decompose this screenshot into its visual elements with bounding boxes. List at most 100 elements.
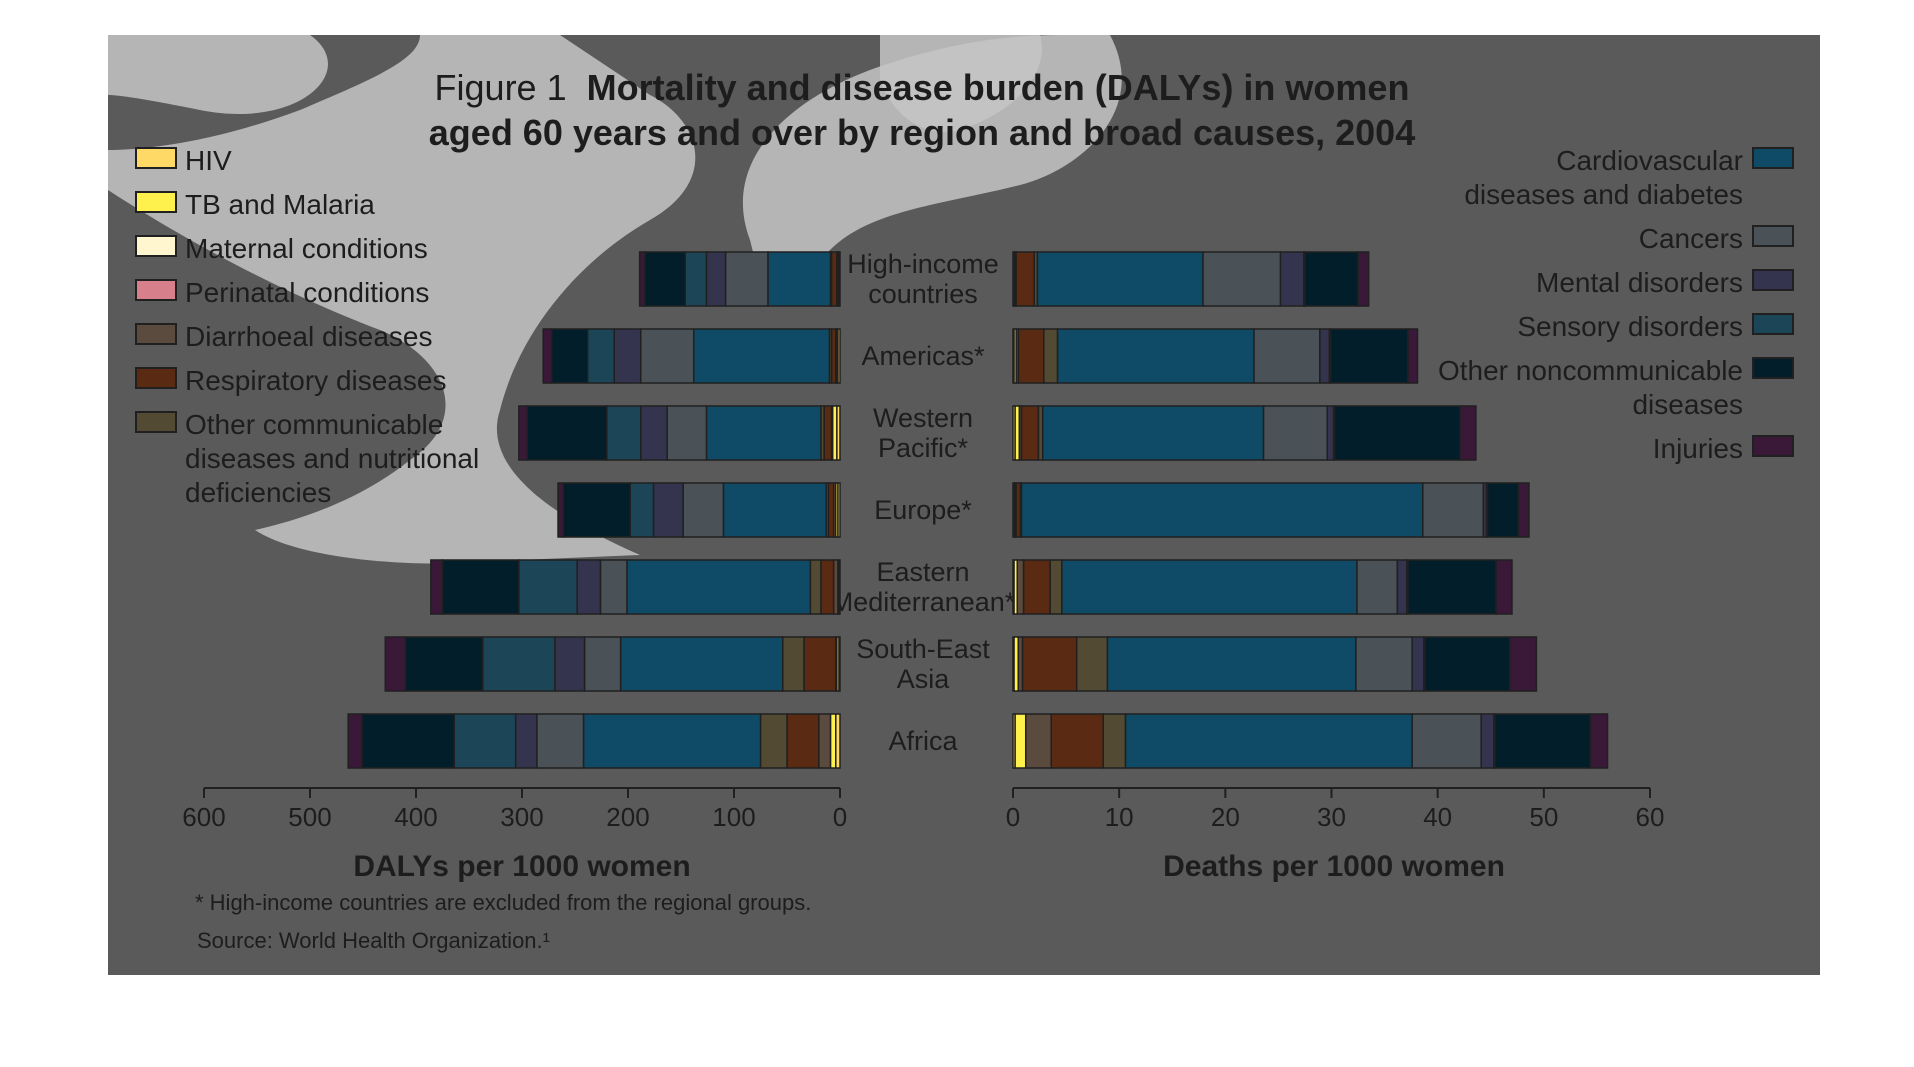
bar-segment-other-communicable-diseases-eastern-mediterranean [1049, 559, 1063, 615]
legend-label: Maternal conditions [185, 233, 428, 264]
legend-item-mental-disorders: Mental disorders [1536, 267, 1794, 298]
bar-segment-injuries-africa [1589, 713, 1609, 769]
bar-segment-injuries-western-pacific [518, 405, 529, 461]
legend-item-injuries: Injuries [1653, 433, 1794, 464]
bar-segment-tb-and-malaria-africa [829, 713, 837, 769]
overlay-shape-3 [742, 35, 1122, 289]
legend-label: Respiratory diseases [185, 365, 446, 396]
bar-segment-diarrhoeal-diseases-africa [1024, 713, 1052, 769]
bar-eastern-mediterranean [1012, 559, 1513, 615]
bar-europe [557, 482, 841, 538]
legend-swatch-maternal-conditions [135, 235, 177, 257]
bar-segment-other-communicable-diseases-south-east-asia [1075, 636, 1109, 692]
bar-segment-cardiovascular-diseases-and-diabetes-africa [582, 713, 762, 769]
bar-segment-respiratory-diseases-eastern-mediterranean [1022, 559, 1051, 615]
bar-segment-mental-disorders-europe [652, 482, 684, 538]
bar-segment-other-noncommunicable-diseases-eastern-mediterranean [441, 559, 520, 615]
bar-segment-respiratory-diseases-south-east-asia [1021, 636, 1078, 692]
region-label-europe: Europe* [874, 495, 972, 525]
bar-segment-other-noncommunicable-diseases-high-income-countries [644, 251, 686, 307]
bar-africa [347, 713, 841, 769]
region-label-high-income-countries: High-income [847, 249, 999, 279]
region-label-western-pacific: Western [873, 403, 973, 433]
bar-segment-injuries-eastern-mediterranean [1495, 559, 1513, 615]
bar-high-income-countries [638, 251, 841, 307]
x-tick-label: 10 [1105, 802, 1134, 832]
bar-segment-cancers-europe [682, 482, 725, 538]
bar-segment-mental-disorders-south-east-asia [1411, 636, 1425, 692]
bar-segment-cancers-western-pacific [1262, 405, 1329, 461]
bar-segment-other-noncommunicable-diseases-western-pacific [1333, 405, 1461, 461]
legend-label: HIV [185, 145, 232, 176]
bar-segment-mental-disorders-eastern-mediterranean [1396, 559, 1408, 615]
bar-south-east-asia [384, 636, 841, 692]
region-label-high-income-countries: countries [868, 279, 978, 309]
legend-label: Perinatal conditions [185, 277, 429, 308]
bar-segment-cancers-high-income-countries [724, 251, 769, 307]
bar-western-pacific [1012, 405, 1477, 461]
bar-segment-cardiovascular-diseases-and-diabetes-high-income-countries [1036, 251, 1204, 307]
bar-segment-cancers-high-income-countries [1202, 251, 1282, 307]
bar-segment-other-communicable-diseases-americas [1043, 328, 1059, 384]
legend-swatch-hiv [135, 147, 177, 169]
bar-segment-mental-disorders-americas [1319, 328, 1331, 384]
legend-label: Diarrhoeal diseases [185, 321, 432, 352]
footnote: * High-income countries are excluded fro… [195, 890, 811, 915]
decorative-overlay [108, 35, 1122, 564]
bar-segment-other-noncommunicable-diseases-high-income-countries [1304, 251, 1359, 307]
x-tick-label: 0 [833, 802, 847, 832]
bar-segment-injuries-americas [542, 328, 553, 384]
bar-segment-mental-disorders-south-east-asia [554, 636, 586, 692]
bar-segment-respiratory-diseases-western-pacific [1020, 405, 1040, 461]
legend-label: Cancers [1639, 223, 1743, 254]
bar-segment-respiratory-diseases-south-east-asia [803, 636, 837, 692]
bar-segment-cardiovascular-diseases-and-diabetes-africa [1124, 713, 1413, 769]
bar-segment-respiratory-diseases-americas [1017, 328, 1045, 384]
bar-segment-injuries-europe [557, 482, 565, 538]
overlay-shape-2 [108, 35, 696, 564]
bar-segment-other-noncommunicable-diseases-europe [562, 482, 631, 538]
region-label-americas: Americas* [861, 341, 985, 371]
x-tick-label: 60 [1636, 802, 1665, 832]
x-tick-label: 500 [288, 802, 331, 832]
bar-segment-cancers-americas [639, 328, 695, 384]
bar-segment-injuries-europe [1517, 482, 1530, 538]
region-label-south-east-asia: South-East [856, 634, 990, 664]
bar-segment-injuries-eastern-mediterranean [430, 559, 444, 615]
bar-segment-cardiovascular-diseases-and-diabetes-americas [1056, 328, 1255, 384]
legend-label: diseases and nutritional [185, 443, 479, 474]
figure-title-line-1: Figure 1 Mortality and disease burden (D… [435, 67, 1410, 108]
bar-segment-cardiovascular-diseases-and-diabetes-europe [722, 482, 827, 538]
bar-segment-other-noncommunicable-diseases-africa [361, 713, 455, 769]
bar-segment-cardiovascular-diseases-and-diabetes-eastern-mediterranean [626, 559, 812, 615]
legend-swatch-other-noncommunicable-diseases [1752, 357, 1794, 379]
bar-segment-cardiovascular-diseases-and-diabetes-south-east-asia [1106, 636, 1357, 692]
legend-item-maternal-conditions: Maternal conditions [135, 233, 428, 264]
bar-segment-injuries-high-income-countries [638, 251, 646, 307]
bar-segment-sensory-disorders-africa [453, 713, 517, 769]
bar-segment-cancers-western-pacific [666, 405, 708, 461]
bar-segment-respiratory-diseases-high-income-countries [1015, 251, 1035, 307]
x-tick-label: 30 [1317, 802, 1346, 832]
bar-segment-cardiovascular-diseases-and-diabetes-americas [692, 328, 831, 384]
bar-segment-tb-and-malaria-africa [1014, 713, 1027, 769]
legend-item-hiv: HIV [135, 145, 232, 176]
figure-number: Figure 1 [435, 67, 567, 108]
bar-segment-cancers-americas [1253, 328, 1321, 384]
bar-segment-other-noncommunicable-diseases-south-east-asia [1424, 636, 1511, 692]
overlay-shape-1 [108, 35, 328, 114]
bar-segment-cardiovascular-diseases-and-diabetes-europe [1020, 482, 1424, 538]
x-tick-label: 0 [1006, 802, 1020, 832]
bar-segment-cardiovascular-diseases-and-diabetes-western-pacific [705, 405, 822, 461]
bar-south-east-asia [1012, 636, 1538, 692]
x-tick-label: 600 [182, 802, 225, 832]
bar-segment-cancers-south-east-asia [1355, 636, 1413, 692]
bar-segment-respiratory-diseases-western-pacific [823, 405, 833, 461]
bar-segment-injuries-americas [1407, 328, 1419, 384]
figure-title-line-2: aged 60 years and over by region and bro… [429, 112, 1415, 153]
